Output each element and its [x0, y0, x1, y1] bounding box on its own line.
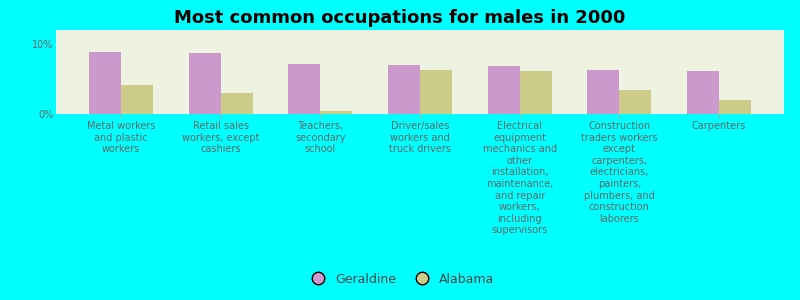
Bar [420, 70, 452, 114]
Bar [89, 52, 121, 114]
Bar [587, 70, 619, 114]
Bar [289, 64, 320, 114]
Legend: Geraldine, Alabama: Geraldine, Alabama [301, 268, 499, 291]
Bar [221, 93, 253, 114]
Bar [520, 70, 551, 114]
Bar [619, 89, 651, 114]
Bar [488, 66, 520, 114]
Bar [687, 70, 719, 114]
Bar [719, 100, 751, 114]
Bar [320, 110, 352, 114]
Bar [388, 65, 420, 114]
Text: Most common occupations for males in 2000: Most common occupations for males in 200… [174, 9, 626, 27]
Bar [121, 85, 153, 114]
Bar [189, 53, 221, 114]
